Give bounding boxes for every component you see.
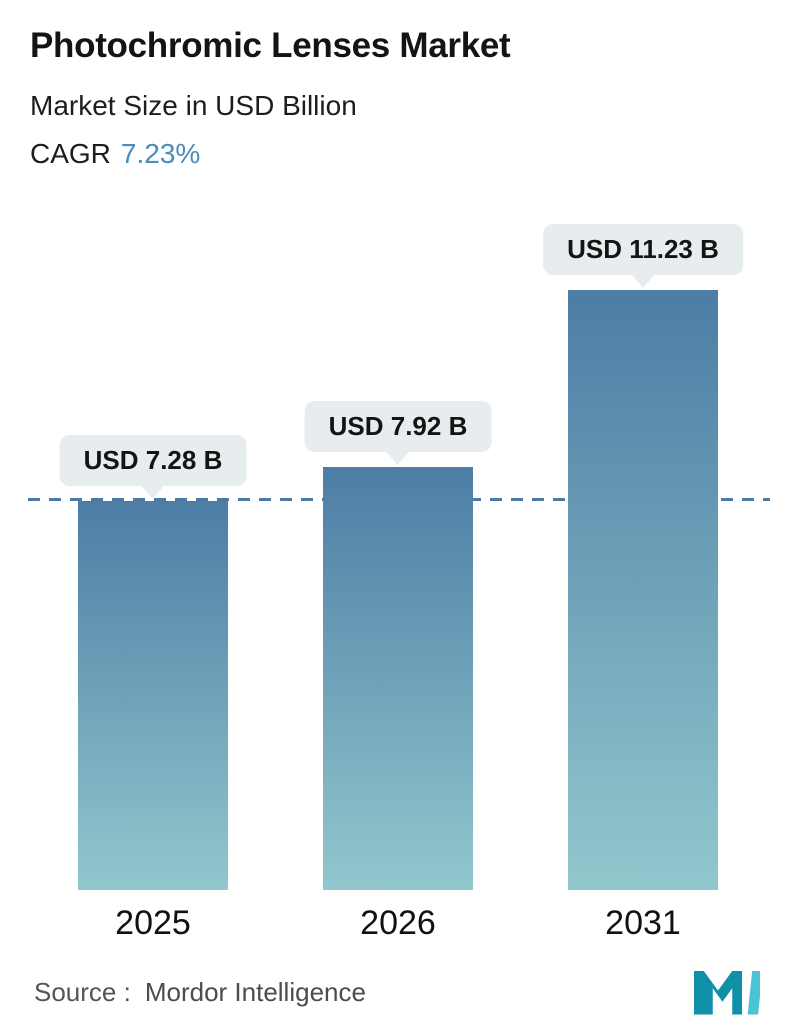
cagr-line: CAGR 7.23% — [30, 138, 766, 170]
value-label-2026: USD 7.92 B — [304, 401, 492, 452]
bar-chart: USD 7.28 B USD 7.92 B USD 11.23 B 2025 2… — [28, 224, 770, 943]
bar-group-2031: USD 11.23 B — [543, 224, 743, 890]
x-label-2031: 2031 — [605, 904, 681, 942]
value-label-text: USD 7.28 B — [83, 445, 223, 475]
source-value: Mordor Intelligence — [144, 976, 366, 1007]
value-label-2031: USD 11.23 B — [543, 224, 743, 275]
cagr-label: CAGR — [30, 138, 111, 169]
cagr-value: 7.23% — [120, 138, 201, 169]
value-label-text: USD 7.92 B — [328, 411, 468, 441]
value-label-text: USD 11.23 B — [567, 234, 719, 264]
bars-area: USD 7.28 B USD 7.92 B USD 11.23 B — [28, 224, 770, 890]
source-line: Source : Mordor Intelligence — [34, 977, 366, 1008]
chart-subtitle: Market Size in USD Billion — [30, 90, 357, 121]
x-label-2026: 2026 — [360, 904, 436, 942]
bar-2026 — [323, 467, 473, 890]
footer: Source : Mordor Intelligence — [34, 968, 760, 1016]
bar-group-2025: USD 7.28 B — [59, 290, 247, 890]
mordor-logo — [694, 971, 760, 1015]
x-label-2025: 2025 — [115, 904, 191, 942]
bar-2031 — [568, 290, 718, 890]
x-axis-labels: 2025 2026 2031 — [78, 904, 718, 943]
source-label: Source : — [34, 976, 131, 1007]
chart-title: Photochromic Lenses Market — [30, 26, 511, 65]
bar-group-2026: USD 7.92 B — [304, 290, 492, 890]
value-label-2025: USD 7.28 B — [59, 435, 247, 486]
bar-2025 — [78, 501, 228, 890]
